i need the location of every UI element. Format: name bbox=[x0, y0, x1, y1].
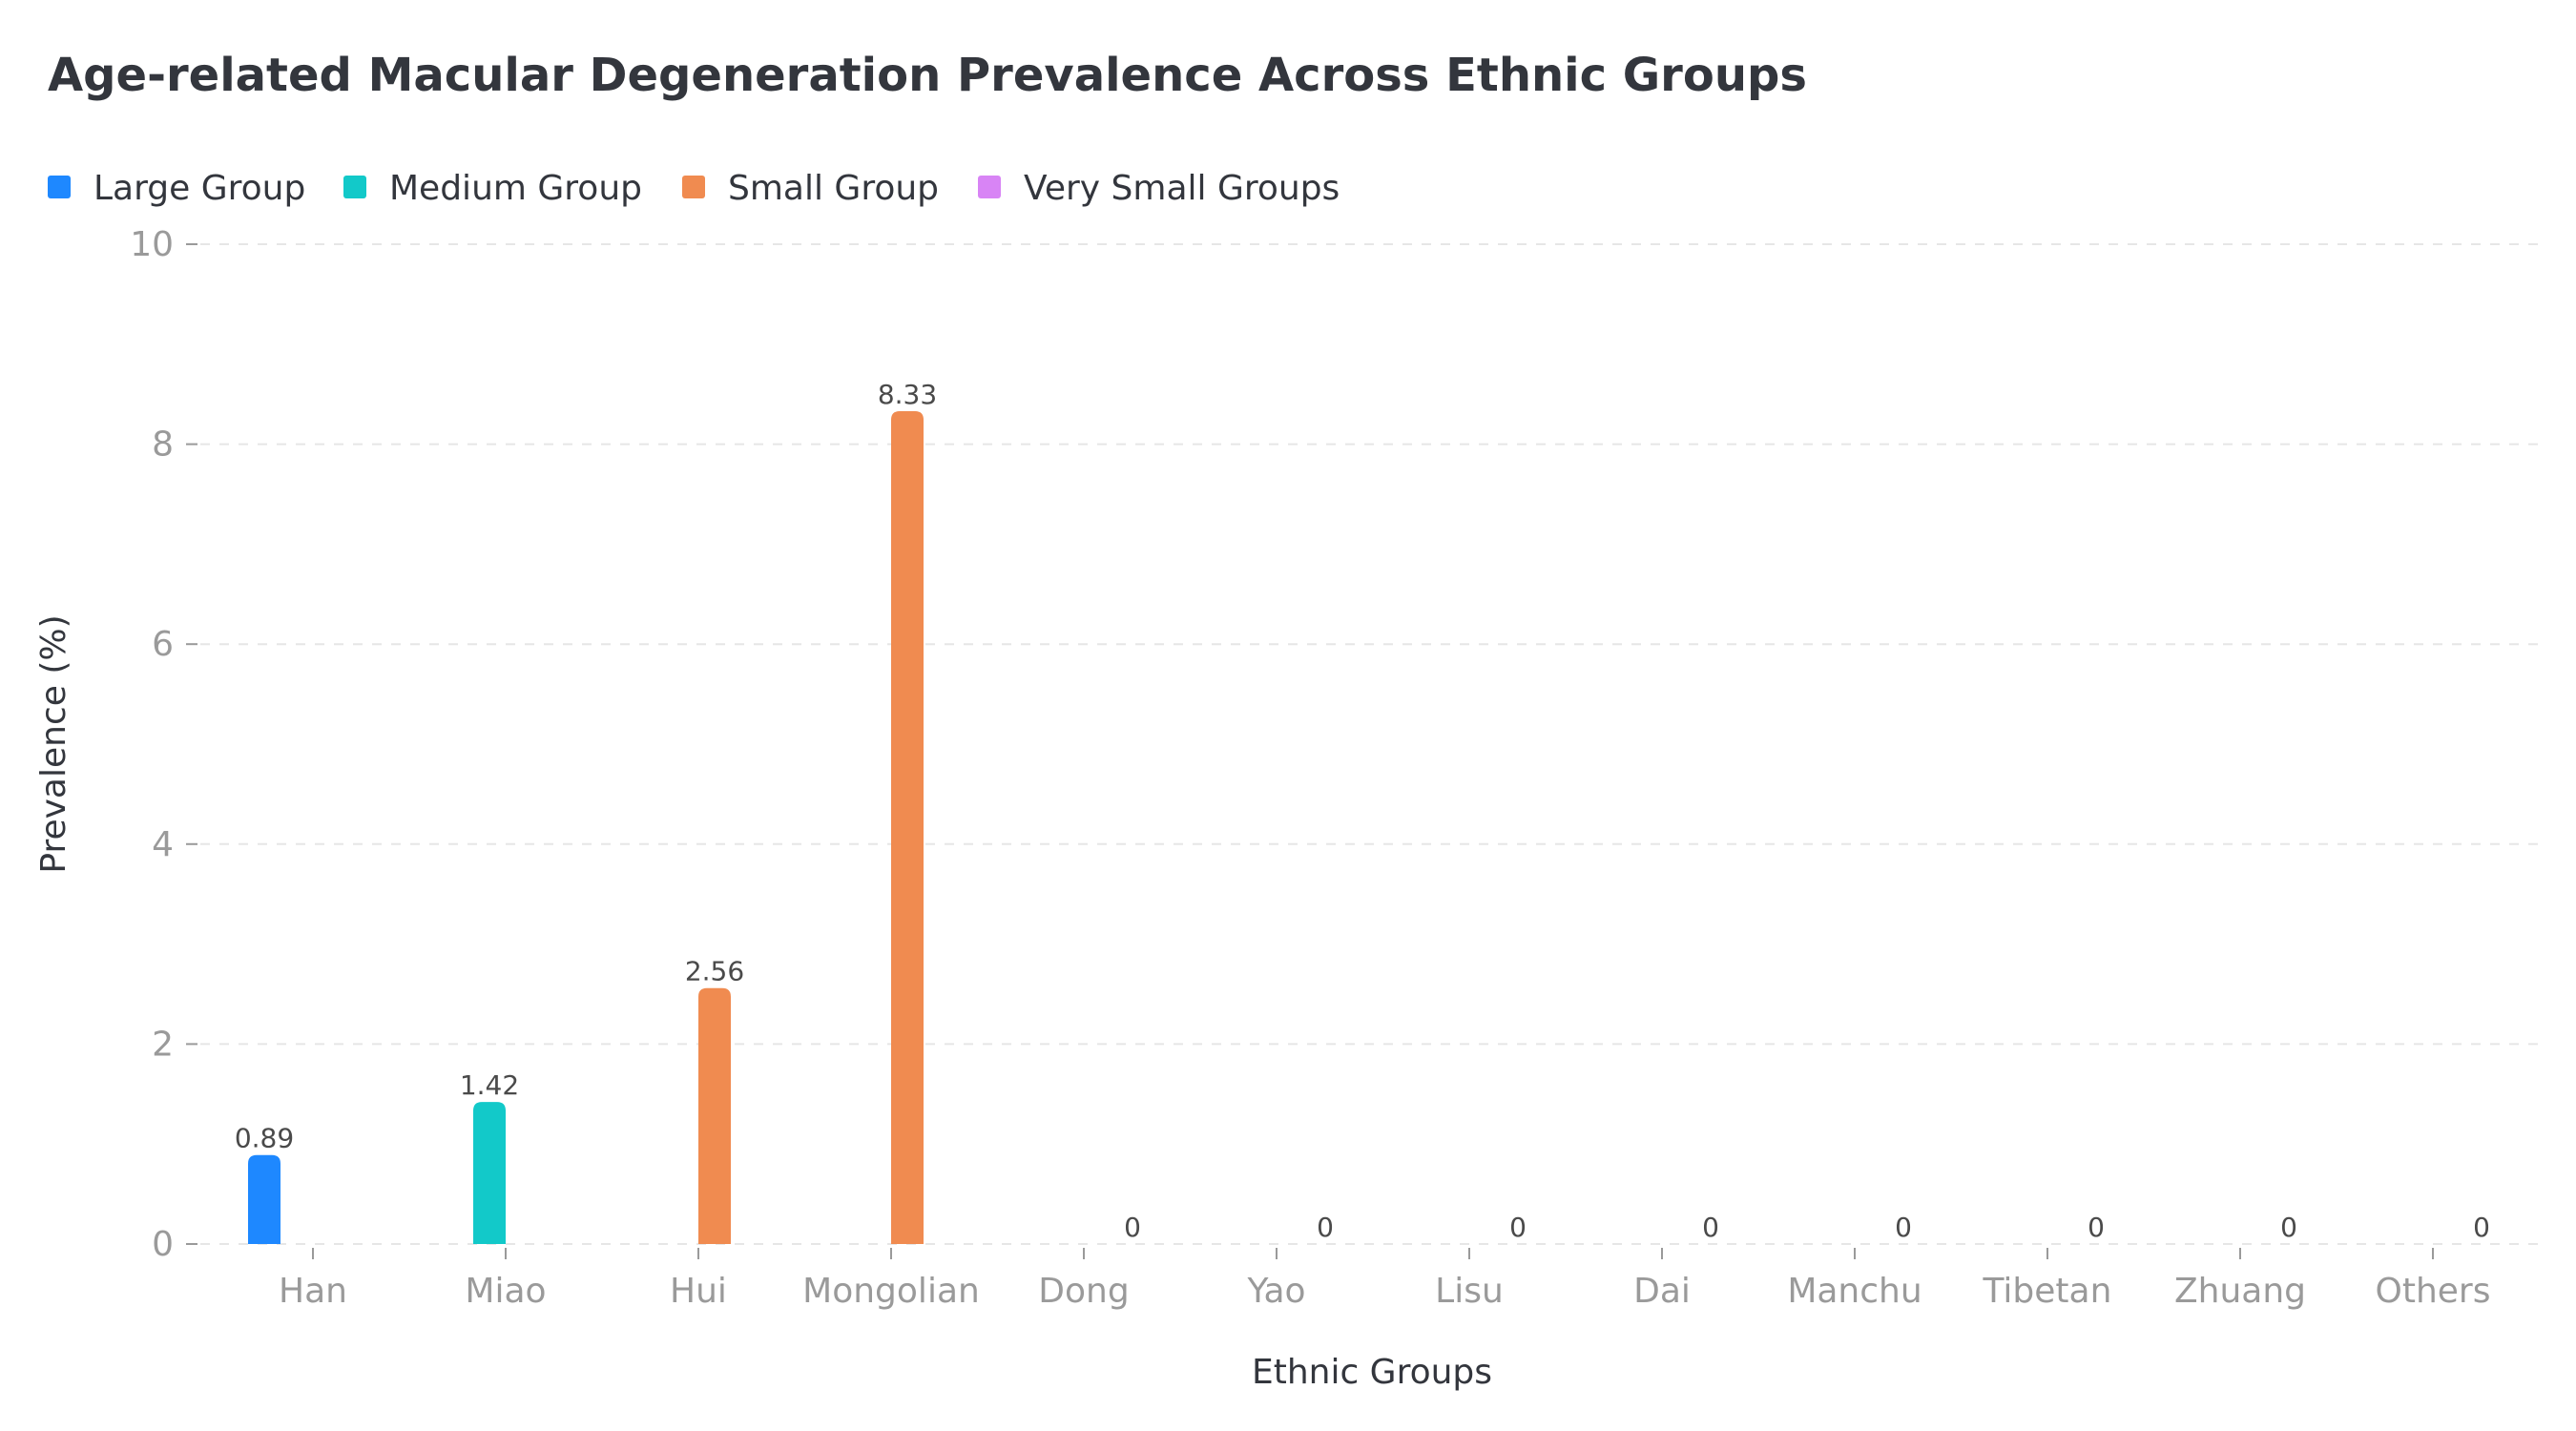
y-axis: 0 2 4 6 8 10 bbox=[130, 225, 197, 1264]
bar-miao[interactable] bbox=[473, 1102, 506, 1244]
y-tick-label: 2 bbox=[152, 1025, 174, 1064]
x-tick-label-lisu: Lisu bbox=[1435, 1272, 1504, 1311]
data-label-zhuang: 0 bbox=[2280, 1212, 2297, 1243]
chart-legend: Large Group Medium Group Small Group Very S… bbox=[48, 169, 1340, 208]
bar-hui[interactable] bbox=[698, 987, 731, 1244]
bars-group bbox=[248, 411, 924, 1244]
x-tick-label-manchu: Manchu bbox=[1787, 1272, 1922, 1311]
bar-han[interactable] bbox=[248, 1154, 280, 1244]
data-label-tibetan: 0 bbox=[2088, 1212, 2105, 1243]
legend-label: Medium Group bbox=[389, 169, 642, 208]
legend-item-large-group[interactable]: Large Group bbox=[48, 169, 305, 208]
y-tick-label: 6 bbox=[152, 625, 174, 664]
legend-item-medium-group[interactable]: Medium Group bbox=[343, 169, 642, 208]
legend-item-small-group[interactable]: Small Group bbox=[682, 169, 939, 208]
legend-label: Very Small Groups bbox=[1024, 169, 1340, 208]
x-tick-label-han: Han bbox=[279, 1272, 347, 1311]
data-label-yao: 0 bbox=[1317, 1212, 1334, 1243]
x-tick-label-tibetan: Tibetan bbox=[1983, 1272, 2112, 1311]
legend-label: Small Group bbox=[728, 169, 939, 208]
data-label-han: 0.89 bbox=[235, 1123, 294, 1154]
x-axis: Han Miao Hui Mongolian Dong Yao Lisu Dai Manchu T… bbox=[279, 1248, 2490, 1311]
x-tick-label-hui: Hui bbox=[670, 1272, 727, 1311]
grid-lines bbox=[200, 243, 2547, 1245]
legend-swatch bbox=[343, 176, 366, 198]
bar-mongolian[interactable] bbox=[891, 411, 924, 1244]
chart-title: Age-related Macular Degeneration Prevale… bbox=[48, 49, 1807, 102]
legend-item-very-small-groups[interactable]: Very Small Groups bbox=[978, 169, 1340, 208]
x-tick-label-zhuang: Zhuang bbox=[2174, 1272, 2306, 1311]
data-label-dai: 0 bbox=[1702, 1212, 1719, 1243]
x-tick-label-dai: Dai bbox=[1633, 1272, 1691, 1311]
legend-swatch bbox=[48, 176, 71, 198]
y-tick-label: 4 bbox=[152, 825, 174, 864]
legend-swatch bbox=[978, 176, 1001, 198]
data-label-hui: 2.56 bbox=[685, 956, 744, 987]
y-tick-label: 10 bbox=[130, 225, 174, 264]
x-tick-label-dong: Dong bbox=[1038, 1272, 1129, 1311]
data-labels-group: 0.89 1.42 2.56 8.33 0 0 0 0 0 0 0 0 bbox=[235, 379, 2490, 1243]
x-tick-label-yao: Yao bbox=[1246, 1272, 1305, 1311]
data-label-mongolian: 8.33 bbox=[878, 379, 937, 410]
data-label-dong: 0 bbox=[1124, 1212, 1141, 1243]
x-tick-label-others: Others bbox=[2376, 1272, 2491, 1311]
legend-label: Large Group bbox=[93, 169, 305, 208]
data-label-miao: 1.42 bbox=[460, 1069, 519, 1101]
x-axis-title: Ethnic Groups bbox=[1252, 1353, 1492, 1392]
x-tick-label-miao: Miao bbox=[465, 1272, 546, 1311]
y-tick-label: 8 bbox=[152, 425, 174, 465]
data-label-lisu: 0 bbox=[1509, 1212, 1527, 1243]
data-label-others: 0 bbox=[2473, 1212, 2490, 1243]
x-tick-label-mongolian: Mongolian bbox=[802, 1272, 980, 1311]
legend-swatch bbox=[682, 176, 705, 198]
y-axis-title: Prevalence (%) bbox=[34, 614, 73, 873]
data-label-manchu: 0 bbox=[1895, 1212, 1912, 1243]
y-tick-label: 0 bbox=[152, 1225, 174, 1264]
